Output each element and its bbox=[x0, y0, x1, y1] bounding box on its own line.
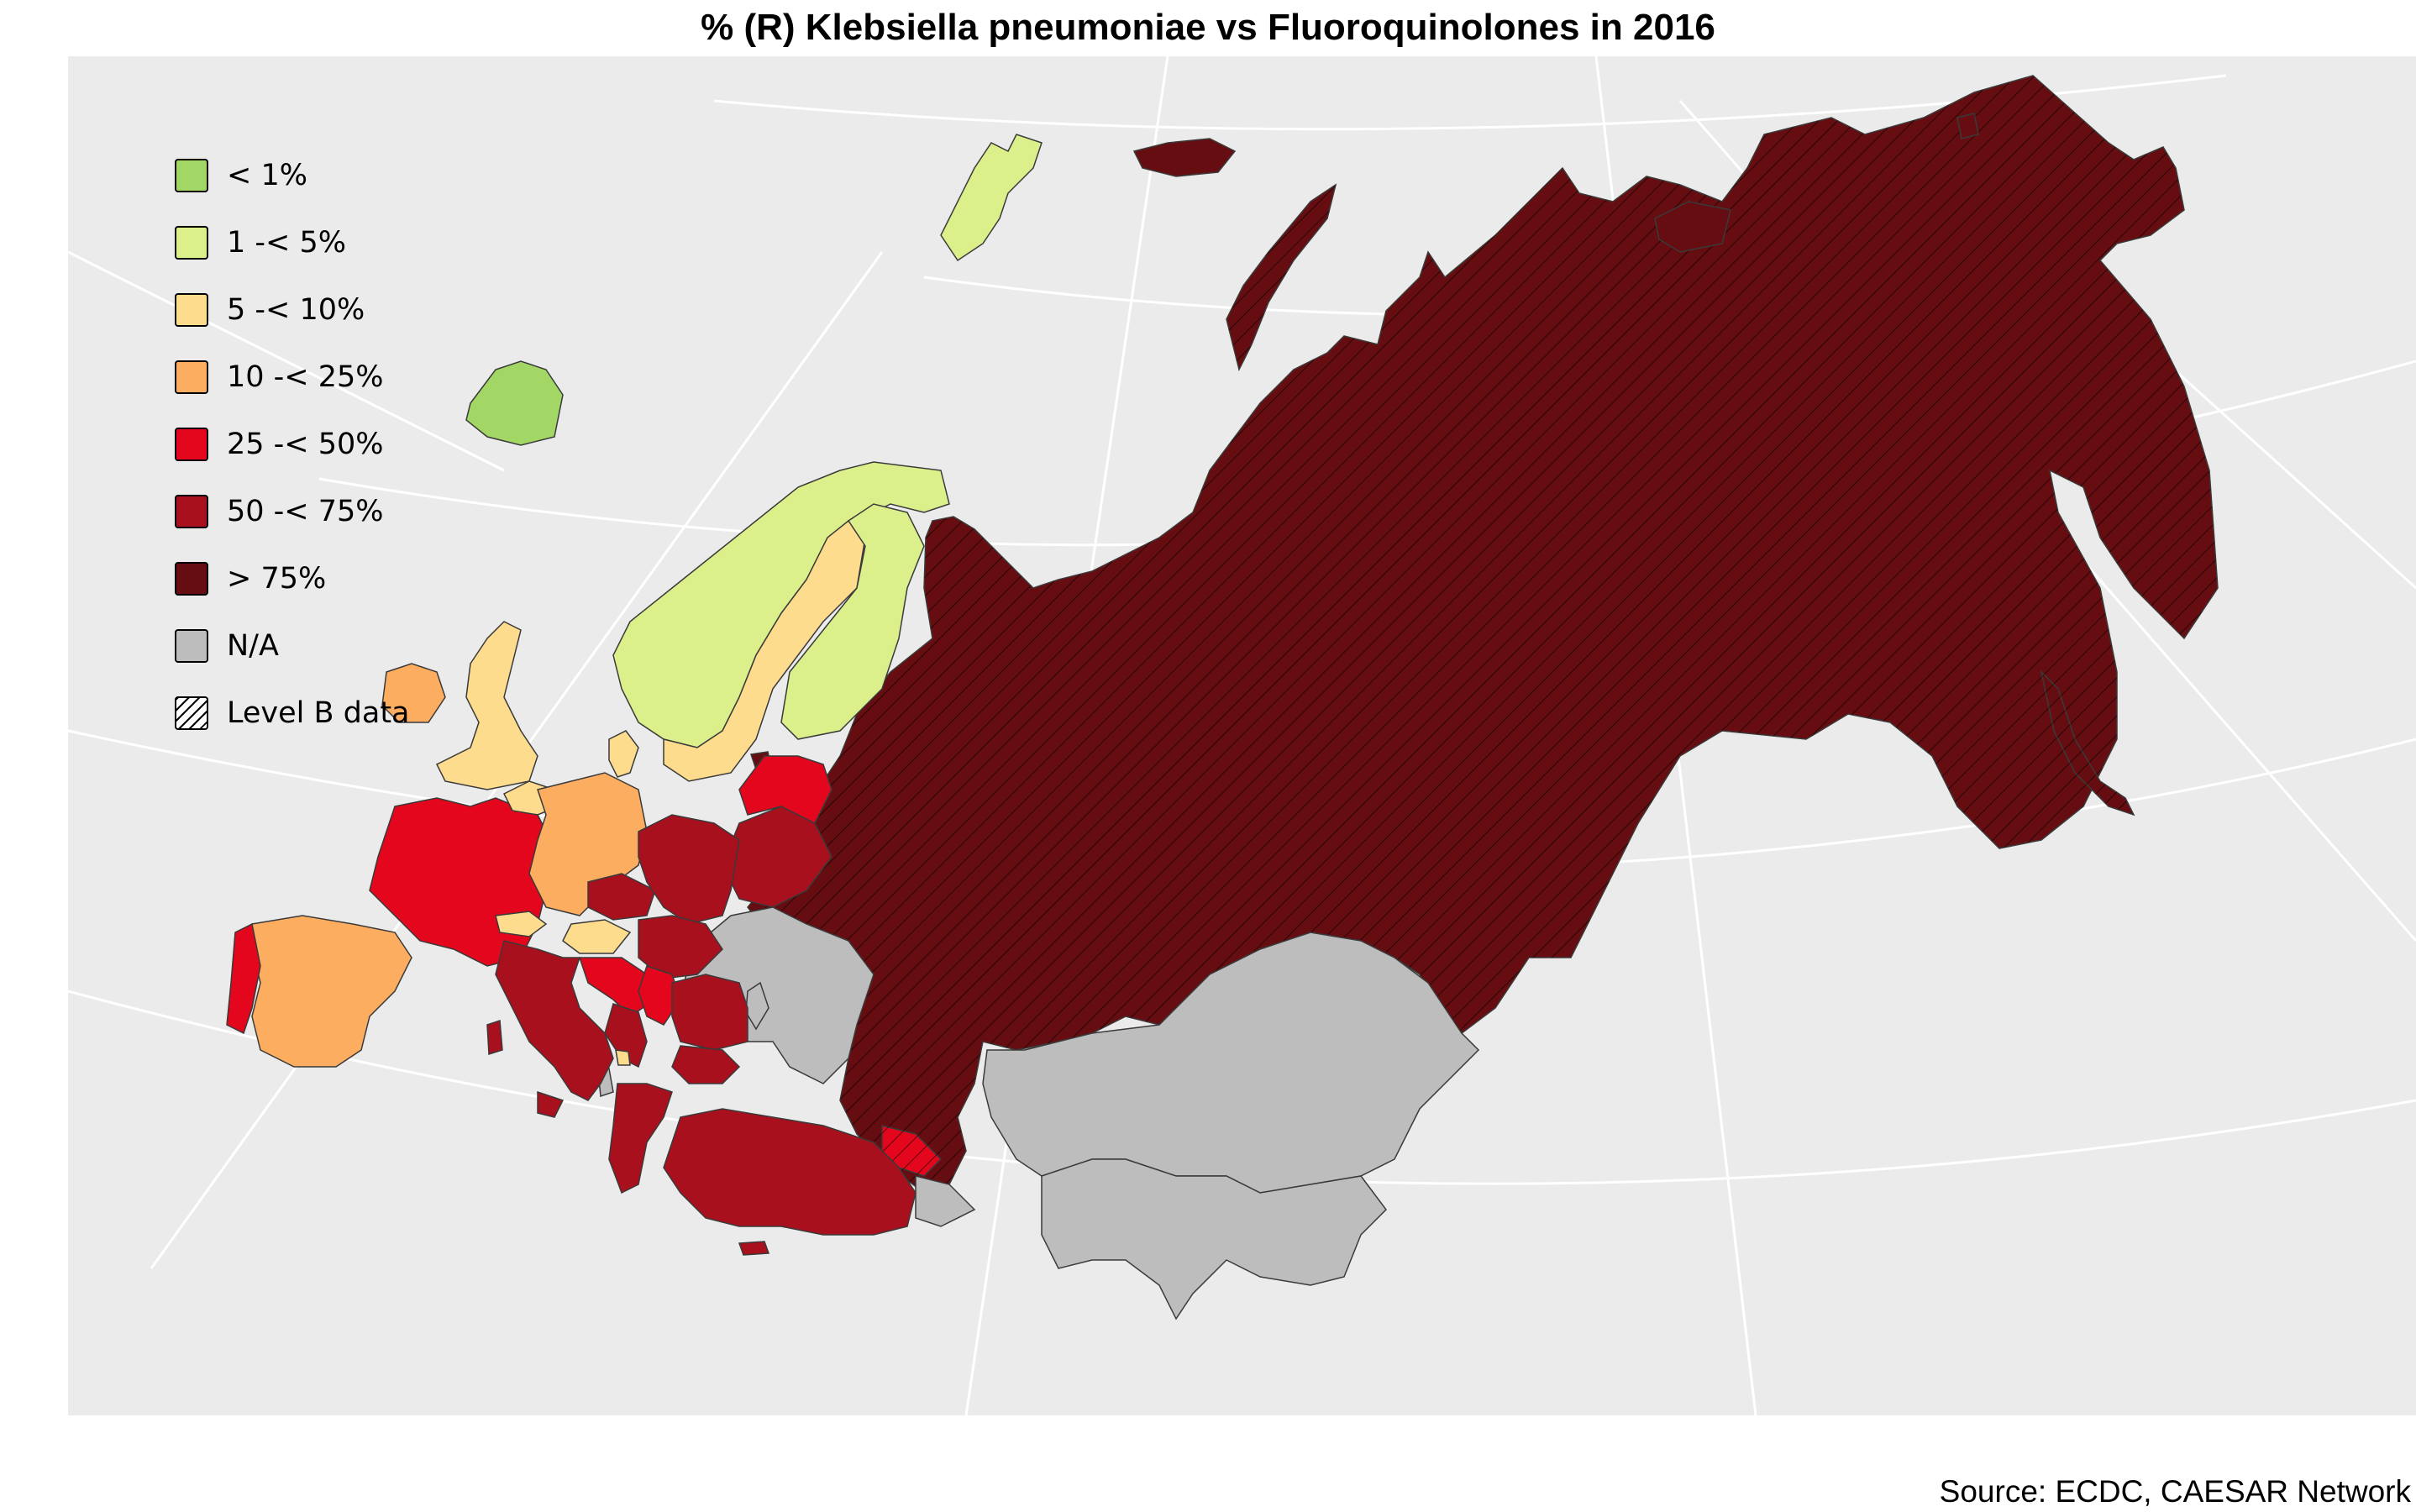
slovenia-croatia bbox=[578, 957, 656, 1017]
legend-label: 5 -< 10% bbox=[227, 293, 365, 327]
legend-label: Level B data bbox=[227, 696, 410, 730]
united-kingdom bbox=[435, 621, 538, 790]
transcaucasus bbox=[915, 1175, 976, 1227]
legend-label: 50 -< 75% bbox=[227, 495, 384, 528]
austria bbox=[562, 919, 632, 954]
legend-item: < 1% bbox=[175, 142, 410, 209]
source-caption: Source: ECDC, CAESAR Network bbox=[1939, 1474, 2411, 1509]
legend-swatch bbox=[175, 159, 208, 192]
switzerland bbox=[495, 911, 548, 937]
greece bbox=[608, 1083, 673, 1194]
map-panel: < 1% 1 -< 5% 5 -< 10% 10 -< 25% 25 -< 50% 50 … bbox=[68, 56, 2416, 1415]
denmark bbox=[608, 730, 639, 778]
legend-swatch bbox=[175, 562, 208, 596]
legend-item: 50 -< 75% bbox=[175, 478, 410, 545]
legend-item: 5 -< 10% bbox=[175, 276, 410, 344]
svalbard bbox=[940, 134, 1043, 262]
russia-main-hatch bbox=[748, 76, 2218, 1193]
legend-item: 1 -< 5% bbox=[175, 209, 410, 276]
map-title: % (R) Klebsiella pneumoniae vs Fluoroqui… bbox=[701, 7, 1715, 48]
legend-label: > 75% bbox=[227, 562, 327, 596]
caucasus-hatch bbox=[882, 1126, 941, 1176]
russia bbox=[747, 75, 2219, 1194]
turkey bbox=[663, 1108, 917, 1236]
countries bbox=[226, 75, 2219, 1320]
portugal bbox=[226, 922, 261, 1035]
italy bbox=[495, 940, 614, 1101]
legend-label: < 1% bbox=[227, 159, 307, 192]
cyprus bbox=[738, 1241, 770, 1256]
legend-swatch bbox=[175, 226, 208, 260]
graticule-meridian-5 bbox=[68, 250, 505, 472]
wrangel-island bbox=[1956, 113, 1979, 139]
map-legend: < 1% 1 -< 5% 5 -< 10% 10 -< 25% 25 -< 50% 50 … bbox=[175, 142, 410, 747]
central-asia bbox=[1041, 1158, 1387, 1320]
legend-item: 10 -< 25% bbox=[175, 344, 410, 411]
slovakia-hungary bbox=[638, 915, 723, 979]
legend-item: N/A bbox=[175, 612, 410, 680]
sardinia bbox=[486, 1019, 503, 1056]
legend-item: > 75% bbox=[175, 545, 410, 612]
iceland bbox=[465, 360, 564, 446]
legend-label: N/A bbox=[227, 629, 279, 663]
montenegro bbox=[615, 1049, 631, 1066]
legend-label: 25 -< 50% bbox=[227, 428, 384, 461]
legend-swatch bbox=[175, 495, 208, 528]
legend-label: 1 -< 5% bbox=[227, 226, 346, 260]
legend-item: Level B data bbox=[175, 680, 410, 747]
czechia bbox=[587, 873, 656, 921]
franz-josef-land bbox=[1132, 138, 1237, 177]
romania bbox=[671, 974, 748, 1051]
bulgaria bbox=[671, 1045, 741, 1084]
baltics bbox=[738, 755, 832, 825]
choropleth-map bbox=[68, 56, 2416, 1415]
legend-swatch bbox=[175, 293, 208, 327]
legend-swatch bbox=[175, 696, 208, 730]
severnaya-zemlya bbox=[1654, 201, 1731, 253]
legend-swatch bbox=[175, 428, 208, 461]
poland bbox=[638, 814, 740, 925]
spain bbox=[251, 915, 412, 1068]
legend-label: 10 -< 25% bbox=[227, 360, 384, 394]
finland bbox=[780, 503, 925, 740]
legend-item: 25 -< 50% bbox=[175, 411, 410, 478]
sicily bbox=[537, 1090, 565, 1118]
serbia bbox=[638, 965, 681, 1026]
legend-swatch bbox=[175, 360, 208, 394]
legend-swatch bbox=[175, 629, 208, 663]
ireland bbox=[381, 663, 446, 723]
